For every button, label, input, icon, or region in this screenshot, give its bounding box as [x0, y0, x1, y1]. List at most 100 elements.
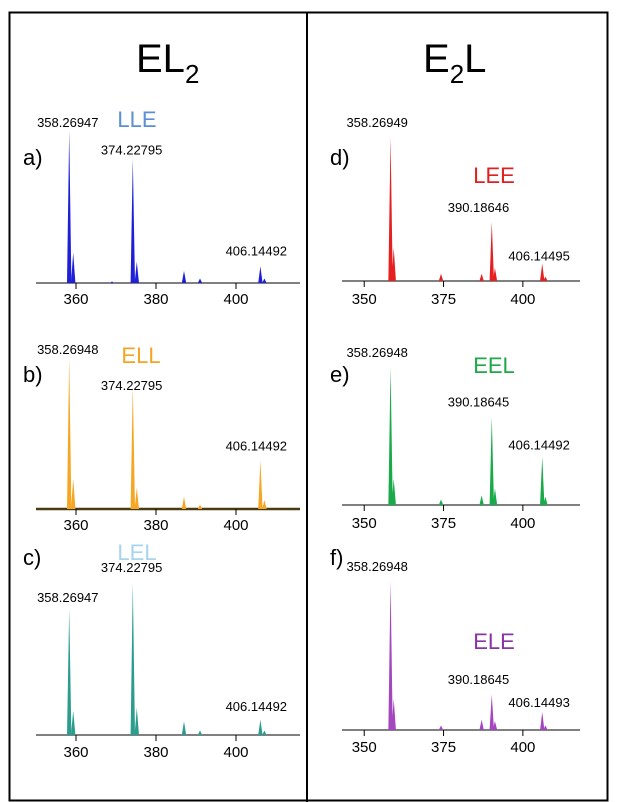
peak-mass-label: 358.26948: [37, 342, 98, 357]
x-tick-label: 400: [223, 744, 248, 761]
spectrum-peak: [197, 504, 203, 509]
panel-letter: c): [23, 545, 41, 570]
spectrum-peak: [489, 416, 494, 505]
panel-b: 360 380 400 358.26948 374.22795 406.14492 ELL b…: [23, 342, 300, 534]
peak-mass-label: 358.26948: [346, 559, 407, 574]
compound-label: ELL: [121, 343, 160, 368]
peak-mass-label: 358.26949: [346, 115, 407, 130]
peak-mass-label: 406.14492: [226, 439, 287, 454]
spectrum-peak: [109, 281, 115, 283]
spectrum-peak: [197, 278, 203, 283]
x-tick-label: 350: [352, 739, 377, 756]
compound-label: LEE: [473, 163, 515, 188]
compound-label: ELE: [473, 629, 515, 654]
spectrum-peak: [71, 252, 76, 283]
spectrum-peak: [258, 266, 263, 283]
spectrum-peak: [543, 725, 548, 730]
peak-mass-label: 406.14492: [508, 438, 569, 453]
x-tick-label: 400: [510, 739, 535, 756]
x-tick-label: 400: [510, 515, 535, 532]
peak-mass-label: 374.22795: [101, 142, 162, 157]
x-tick-label: 350: [352, 515, 377, 532]
peak-mass-label: 358.26947: [37, 115, 98, 130]
spectrum-peak: [262, 499, 267, 509]
x-tick-label: 375: [431, 739, 456, 756]
spectrum-peak: [181, 721, 187, 735]
spectrum-peak: [181, 270, 187, 283]
outer-frame: [8, 11, 609, 802]
peak-mass-label: 406.14492: [226, 243, 287, 258]
spectrum-peak: [388, 137, 393, 281]
spectrum-peak: [134, 707, 139, 735]
panel-d: 350 375 400 358.26949 390.18646 406.14495 LEE d…: [330, 115, 580, 308]
column-header-right: E2L: [423, 37, 486, 89]
spectrum-peak: [130, 583, 135, 735]
panel-letter: d): [330, 145, 350, 170]
peak-mass-label: 358.26948: [346, 345, 407, 360]
peak-mass-label: 390.18645: [448, 395, 509, 410]
compound-label: EEL: [473, 353, 515, 378]
x-tick-label: 375: [431, 291, 456, 308]
spectrum-peak: [262, 730, 267, 735]
x-tick-label: 400: [510, 291, 535, 308]
peak-mass-label: 406.14492: [226, 699, 287, 714]
x-tick-label: 380: [143, 744, 168, 761]
peak-mass-label: 406.14495: [508, 249, 569, 264]
spectrum-peak: [543, 276, 548, 281]
panel-letter: f): [330, 545, 343, 570]
x-tick-label: 380: [143, 291, 168, 308]
spectrum-peak: [543, 496, 548, 505]
spectrum-peak: [540, 263, 545, 281]
spectrum-peak: [391, 478, 396, 505]
spectrum-peak: [67, 358, 72, 509]
spectrum-peak: [258, 460, 263, 509]
spectrum-peak: [388, 581, 393, 730]
spectrum-peak: [71, 710, 76, 735]
spectrum-peak: [492, 721, 498, 730]
x-tick-label: 400: [223, 291, 248, 308]
spectrum-peak: [438, 499, 444, 505]
spectrum-peak: [388, 367, 393, 505]
spectrum-peak: [134, 487, 139, 509]
spectrum-peak: [479, 273, 484, 281]
spectrum-peak: [489, 221, 494, 281]
panel-letter: e): [330, 362, 350, 387]
spectrum-peak: [134, 261, 139, 283]
spectrum-peak: [130, 385, 135, 509]
spectrum-peak: [391, 247, 396, 281]
panel-letter: a): [23, 145, 43, 170]
x-tick-label: 380: [143, 517, 168, 534]
panel-f: 350 375 400 358.26948 390.18645 406.14493 ELE f…: [330, 545, 580, 756]
x-tick-label: 360: [63, 744, 88, 761]
spectrum-peak: [67, 131, 72, 283]
spectrum-peak: [71, 478, 76, 509]
x-tick-label: 400: [223, 517, 248, 534]
peak-mass-label: 374.22795: [101, 378, 162, 393]
x-tick-label: 360: [63, 291, 88, 308]
x-tick-label: 350: [352, 291, 377, 308]
spectrum-peak: [492, 488, 498, 505]
spectrum-peak: [438, 725, 444, 730]
spectrum-peak: [181, 496, 187, 509]
spectrum-peak: [492, 268, 498, 281]
peak-mass-label: 390.18646: [448, 200, 509, 215]
spectrum-peak: [262, 278, 267, 283]
spectrum-peak: [258, 719, 263, 735]
peak-mass-label: 374.22795: [101, 560, 162, 575]
x-tick-label: 360: [63, 517, 88, 534]
spectrum-peak: [197, 730, 203, 735]
peak-mass-label: 390.18645: [448, 672, 509, 687]
spectrum-peak: [391, 698, 396, 730]
spectrum-peak: [130, 158, 135, 283]
peak-mass-label: 406.14493: [508, 695, 569, 710]
peak-mass-label: 358.26947: [37, 590, 98, 605]
spectrum-peak: [540, 712, 545, 730]
spectrum-peak: [479, 495, 484, 505]
spectrum-peak: [540, 456, 545, 505]
spectrum-peak: [479, 719, 484, 730]
compound-label: LEL: [117, 540, 156, 565]
spectrum-peak: [489, 694, 494, 730]
